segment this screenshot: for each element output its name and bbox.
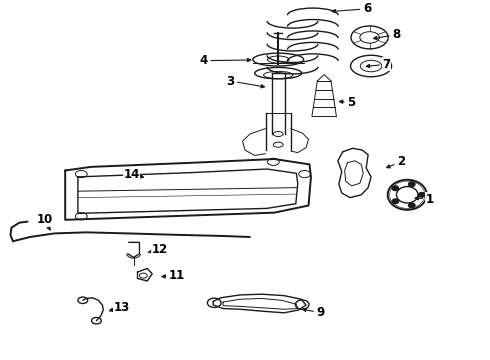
Text: 8: 8 bbox=[373, 28, 401, 41]
Ellipse shape bbox=[418, 192, 425, 197]
Text: 5: 5 bbox=[340, 96, 356, 109]
Text: 2: 2 bbox=[387, 156, 405, 168]
Text: 7: 7 bbox=[366, 58, 391, 71]
Ellipse shape bbox=[392, 186, 399, 191]
Ellipse shape bbox=[408, 182, 415, 187]
Text: 4: 4 bbox=[199, 54, 251, 67]
Text: 1: 1 bbox=[415, 193, 434, 206]
Text: 14: 14 bbox=[123, 167, 144, 181]
Text: 12: 12 bbox=[148, 243, 168, 256]
Ellipse shape bbox=[392, 199, 399, 204]
Text: 3: 3 bbox=[226, 75, 265, 88]
Text: 10: 10 bbox=[37, 213, 53, 230]
Text: 6: 6 bbox=[332, 2, 371, 15]
Ellipse shape bbox=[408, 203, 415, 208]
Text: 9: 9 bbox=[303, 306, 325, 319]
Text: 13: 13 bbox=[109, 301, 130, 314]
Text: 11: 11 bbox=[162, 269, 185, 282]
